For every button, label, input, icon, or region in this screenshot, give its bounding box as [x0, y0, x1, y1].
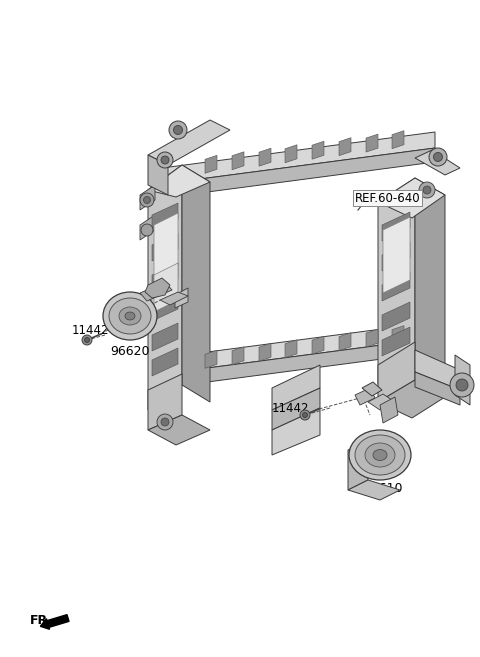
- Ellipse shape: [103, 292, 157, 340]
- Polygon shape: [382, 327, 410, 356]
- Circle shape: [157, 414, 173, 430]
- Polygon shape: [205, 350, 217, 369]
- Circle shape: [169, 121, 187, 139]
- Circle shape: [173, 125, 182, 135]
- Polygon shape: [152, 323, 178, 351]
- Text: 96620: 96620: [110, 345, 150, 358]
- Polygon shape: [272, 365, 320, 410]
- Polygon shape: [162, 148, 435, 198]
- Polygon shape: [140, 215, 155, 240]
- Polygon shape: [148, 165, 182, 410]
- Circle shape: [450, 373, 474, 397]
- Text: 96610: 96610: [363, 482, 403, 495]
- Polygon shape: [175, 288, 188, 308]
- Polygon shape: [162, 322, 435, 374]
- Polygon shape: [148, 415, 210, 445]
- Polygon shape: [160, 292, 188, 305]
- Polygon shape: [455, 355, 470, 405]
- Polygon shape: [383, 217, 410, 293]
- Ellipse shape: [119, 307, 141, 325]
- Polygon shape: [272, 408, 320, 455]
- Ellipse shape: [365, 443, 395, 467]
- Polygon shape: [348, 440, 368, 490]
- Circle shape: [429, 148, 447, 166]
- Polygon shape: [154, 213, 178, 277]
- Circle shape: [300, 410, 310, 420]
- Polygon shape: [392, 326, 404, 344]
- Polygon shape: [140, 185, 155, 210]
- Polygon shape: [368, 394, 395, 410]
- Circle shape: [157, 152, 173, 168]
- Polygon shape: [140, 282, 172, 301]
- Polygon shape: [285, 145, 297, 163]
- Polygon shape: [366, 134, 378, 152]
- Polygon shape: [162, 132, 435, 184]
- Polygon shape: [415, 150, 460, 175]
- Polygon shape: [382, 272, 410, 301]
- Ellipse shape: [109, 298, 151, 334]
- Polygon shape: [152, 203, 178, 231]
- Polygon shape: [380, 397, 398, 423]
- Polygon shape: [272, 388, 320, 430]
- Ellipse shape: [349, 430, 411, 480]
- Circle shape: [141, 224, 153, 236]
- Polygon shape: [378, 380, 445, 418]
- Polygon shape: [355, 388, 375, 405]
- Polygon shape: [145, 278, 170, 298]
- Polygon shape: [348, 480, 400, 500]
- Text: FR.: FR.: [30, 614, 53, 627]
- Polygon shape: [205, 155, 217, 173]
- Polygon shape: [378, 178, 445, 218]
- Polygon shape: [154, 263, 178, 312]
- Circle shape: [161, 156, 169, 164]
- Circle shape: [433, 152, 443, 162]
- Polygon shape: [148, 374, 182, 430]
- Polygon shape: [312, 336, 324, 354]
- Circle shape: [82, 335, 92, 345]
- Polygon shape: [152, 263, 178, 291]
- Polygon shape: [378, 342, 415, 402]
- Polygon shape: [366, 329, 378, 347]
- Polygon shape: [232, 347, 244, 365]
- Polygon shape: [259, 148, 271, 166]
- Polygon shape: [382, 242, 410, 271]
- Polygon shape: [415, 350, 460, 390]
- Circle shape: [144, 196, 151, 204]
- Ellipse shape: [355, 435, 405, 475]
- Polygon shape: [392, 131, 404, 148]
- Polygon shape: [312, 141, 324, 159]
- Circle shape: [419, 182, 435, 198]
- Polygon shape: [378, 178, 415, 384]
- Polygon shape: [182, 165, 210, 402]
- Polygon shape: [415, 372, 460, 405]
- Polygon shape: [148, 155, 168, 195]
- Ellipse shape: [125, 312, 135, 320]
- Polygon shape: [339, 138, 351, 156]
- Ellipse shape: [373, 449, 387, 461]
- Polygon shape: [148, 165, 210, 197]
- Polygon shape: [382, 302, 410, 331]
- Polygon shape: [285, 340, 297, 358]
- Polygon shape: [148, 120, 230, 165]
- Polygon shape: [152, 348, 178, 376]
- Polygon shape: [232, 152, 244, 170]
- Polygon shape: [362, 382, 382, 396]
- Polygon shape: [152, 233, 178, 261]
- Circle shape: [84, 338, 89, 342]
- Circle shape: [456, 379, 468, 391]
- FancyArrow shape: [40, 615, 69, 629]
- Polygon shape: [152, 293, 178, 321]
- Text: 11442: 11442: [272, 401, 310, 415]
- Polygon shape: [162, 338, 435, 388]
- Circle shape: [140, 193, 154, 207]
- Polygon shape: [382, 212, 410, 241]
- Text: 11442: 11442: [72, 323, 109, 336]
- Polygon shape: [259, 343, 271, 361]
- Polygon shape: [415, 178, 445, 375]
- Circle shape: [302, 413, 308, 417]
- Circle shape: [423, 186, 431, 194]
- Text: REF.60-640: REF.60-640: [355, 191, 420, 204]
- Circle shape: [161, 418, 169, 426]
- Polygon shape: [339, 332, 351, 351]
